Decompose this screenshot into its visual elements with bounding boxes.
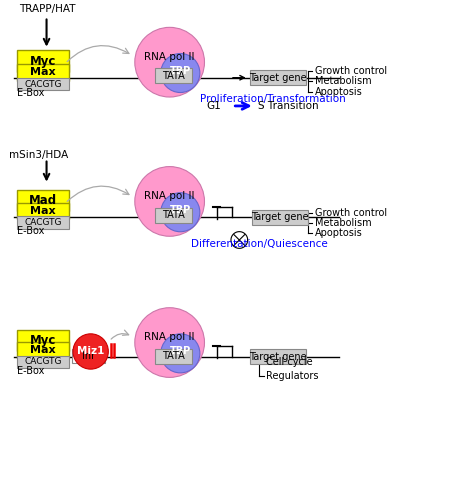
Text: Miz1: Miz1 [77,347,104,357]
Text: Mad: Mad [29,194,57,207]
Text: Myc: Myc [30,334,56,347]
Ellipse shape [161,193,200,232]
FancyBboxPatch shape [17,64,69,81]
Ellipse shape [161,53,200,93]
Text: CACGTG: CACGTG [24,357,62,366]
FancyBboxPatch shape [17,356,69,368]
FancyBboxPatch shape [17,78,69,90]
Text: TBP: TBP [170,346,191,356]
Text: Max: Max [30,206,56,216]
Text: Regulators: Regulators [266,372,319,382]
Text: TATA: TATA [162,210,185,220]
FancyBboxPatch shape [17,190,69,211]
Ellipse shape [135,27,204,97]
Text: RNA pol II: RNA pol II [145,332,195,342]
Ellipse shape [135,167,204,236]
Text: RNA pol II: RNA pol II [145,191,195,201]
Text: S Transition: S Transition [258,101,319,111]
Text: mSin3/HDA: mSin3/HDA [9,150,69,160]
Text: Myc: Myc [30,55,56,68]
Text: E-Box: E-Box [17,226,44,236]
Ellipse shape [73,334,109,369]
Text: Max: Max [30,67,56,77]
Text: Apoptosis: Apoptosis [315,87,362,97]
FancyBboxPatch shape [155,207,192,223]
Text: Target gene: Target gene [251,213,309,222]
Text: TBP: TBP [170,66,191,76]
Text: G1: G1 [207,101,221,111]
Text: Max: Max [30,345,56,355]
Text: Target gene: Target gene [249,352,307,361]
FancyBboxPatch shape [249,349,306,364]
Text: Metabolism: Metabolism [315,218,371,228]
FancyBboxPatch shape [155,348,192,364]
Text: RNA pol II: RNA pol II [145,51,195,61]
Text: TATA: TATA [162,351,185,361]
FancyBboxPatch shape [17,216,69,228]
Text: Growth control: Growth control [315,66,387,76]
Text: E-Box: E-Box [17,87,44,97]
Text: TBP: TBP [170,205,191,215]
Text: E-Box: E-Box [17,366,44,375]
FancyBboxPatch shape [17,330,69,350]
Ellipse shape [135,308,204,377]
FancyBboxPatch shape [249,70,306,85]
Text: Target gene: Target gene [249,72,307,83]
Text: Apoptosis: Apoptosis [315,228,362,238]
Text: Differentation/Quiescence: Differentation/Quiescence [191,239,328,249]
Text: TRAPP/HAT: TRAPP/HAT [18,4,75,14]
Text: Metabolism: Metabolism [315,76,371,86]
FancyBboxPatch shape [252,210,308,225]
Text: Proliferation/Transformation: Proliferation/Transformation [200,94,346,104]
Text: Growth control: Growth control [315,208,387,218]
Text: TATA: TATA [162,71,185,81]
Text: Cell cycle: Cell cycle [266,357,313,367]
Text: Inr: Inr [82,351,95,360]
FancyBboxPatch shape [72,348,105,363]
Text: CACGTG: CACGTG [24,80,62,89]
FancyBboxPatch shape [17,342,69,358]
FancyBboxPatch shape [155,68,192,84]
Ellipse shape [161,334,200,373]
FancyBboxPatch shape [17,203,69,219]
FancyBboxPatch shape [17,50,69,72]
Text: CACGTG: CACGTG [24,218,62,227]
